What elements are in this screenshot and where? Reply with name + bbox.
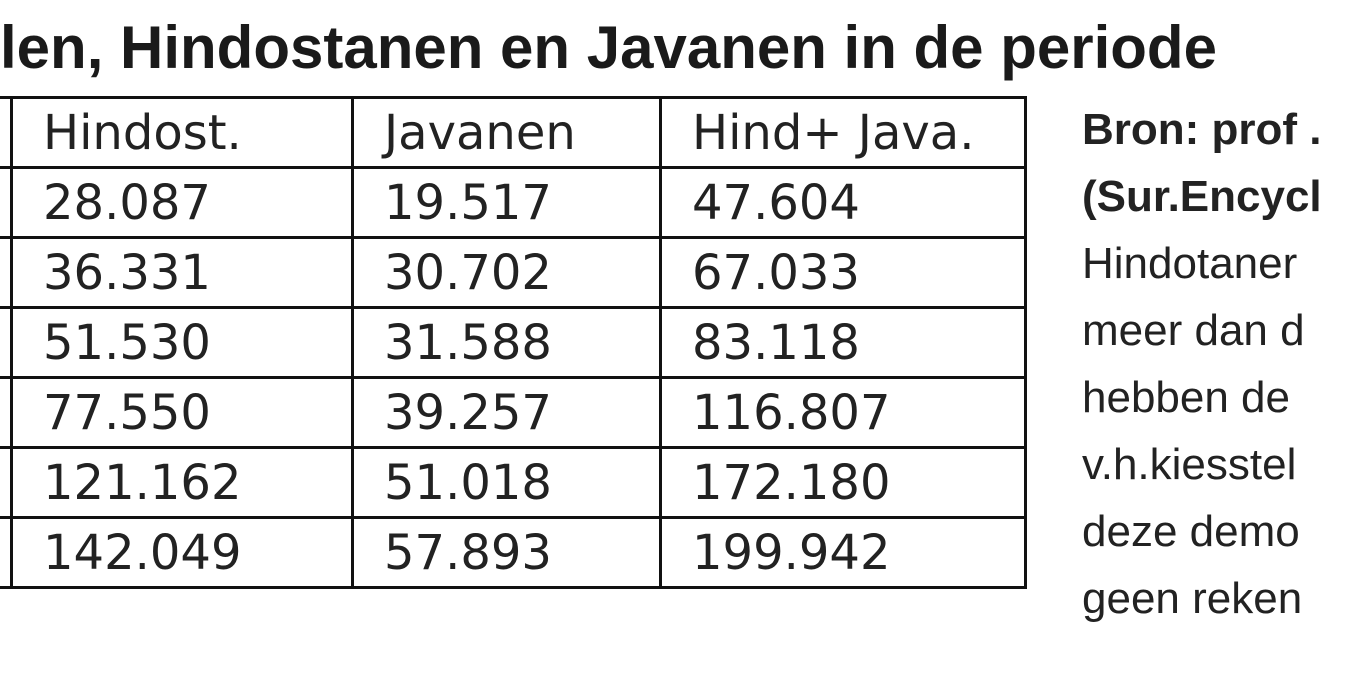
population-table-wrapper: Hindost. Javanen Hind+ Java. 28.087 19.5… — [0, 96, 1027, 589]
table-cell — [0, 376, 13, 449]
table-header-cell — [0, 96, 13, 169]
table-row: 77.550 39.257 116.807 — [0, 376, 1027, 449]
source-note-line: Bron: prof . — [1082, 105, 1322, 154]
table-cell: 199.942 — [659, 516, 1027, 589]
source-note-line: meer dan d — [1082, 306, 1305, 355]
table-cell: 39.257 — [351, 376, 662, 449]
table-cell: 31.588 — [351, 306, 662, 379]
table-cell: 19.517 — [351, 166, 662, 239]
source-note-line: v.h.kiesstel — [1082, 440, 1297, 489]
table-cell: 36.331 — [10, 236, 354, 309]
page-title: len, Hindostanen en Javanen in de period… — [0, 14, 1217, 81]
table-row: 51.530 31.588 83.118 — [0, 306, 1027, 379]
source-note-line: (Sur.Encycl — [1082, 172, 1322, 221]
table-row: 121.162 51.018 172.180 — [0, 446, 1027, 519]
table-header-cell: Javanen — [351, 96, 662, 169]
table-cell — [0, 516, 13, 589]
table-cell: 121.162 — [10, 446, 354, 519]
table-cell: 116.807 — [659, 376, 1027, 449]
table-cell: 172.180 — [659, 446, 1027, 519]
table-cell: 47.604 — [659, 166, 1027, 239]
table-cell: 30.702 — [351, 236, 662, 309]
table-cell: 51.530 — [10, 306, 354, 379]
table-header-cell: Hind+ Java. — [659, 96, 1027, 169]
table-cell — [0, 166, 13, 239]
table-header-cell: Hindost. — [10, 96, 354, 169]
table-cell: 77.550 — [10, 376, 354, 449]
table-cell — [0, 306, 13, 379]
table-cell: 142.049 — [10, 516, 354, 589]
table-cell: 28.087 — [10, 166, 354, 239]
table-cell — [0, 446, 13, 519]
table-cell: 67.033 — [659, 236, 1027, 309]
population-table: Hindost. Javanen Hind+ Java. 28.087 19.5… — [0, 96, 1027, 589]
table-cell: 51.018 — [351, 446, 662, 519]
source-note-line: geen reken — [1082, 574, 1303, 623]
table-cell — [0, 236, 13, 309]
table-header-row: Hindost. Javanen Hind+ Java. — [0, 96, 1027, 169]
source-note-line: hebben de — [1082, 373, 1290, 422]
source-note-line: Hindotaner — [1082, 239, 1298, 288]
source-note-line: deze demo — [1082, 507, 1300, 556]
table-cell: 57.893 — [351, 516, 662, 589]
table-row: 28.087 19.517 47.604 — [0, 166, 1027, 239]
source-note: Bron: prof . (Sur.Encycl Hindotaner meer… — [1048, 96, 1360, 700]
table-cell: 83.118 — [659, 306, 1027, 379]
table-row: 36.331 30.702 67.033 — [0, 236, 1027, 309]
table-row: 142.049 57.893 199.942 — [0, 516, 1027, 589]
